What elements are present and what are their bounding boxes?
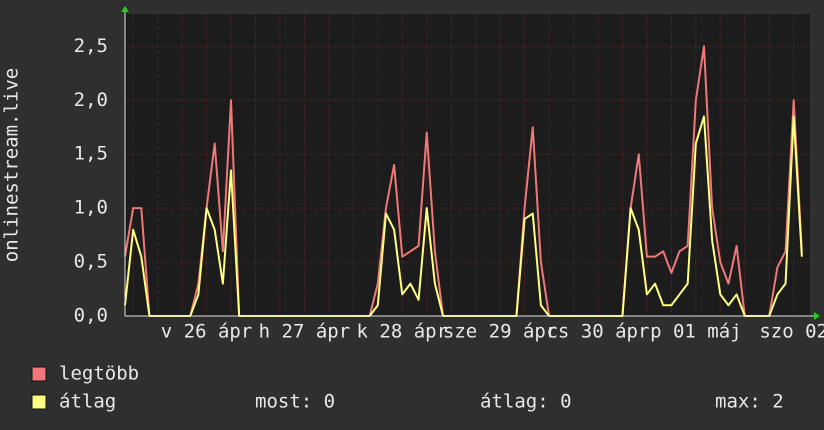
legend-label: átlag [59,391,116,413]
stat: átlag: 0 [480,391,572,413]
y-tick-label: 0,5 [74,251,108,273]
y-axis-label: onlinestream.live [1,68,23,262]
legend-label: legtöbb [59,363,139,385]
x-tick-label: h 27 ápr [259,321,351,343]
x-tick-label: v 26 ápr [161,321,253,343]
axis-arrow [814,312,820,320]
legend-swatch [31,394,47,410]
x-tick-label: szo 02 [759,321,824,343]
axis-arrow [121,6,129,12]
stat: most: 0 [255,391,335,413]
stat: max: 2 [715,391,784,413]
y-tick-label: 2,0 [74,89,108,111]
y-tick-label: 0,0 [74,305,108,327]
x-tick-label: k 28 ápr [357,321,449,343]
y-tick-label: 1,5 [74,143,108,165]
x-tick-label: cs 30 ápr [546,321,649,343]
x-tick-label: p 01 máj [650,321,742,343]
legend-swatch [31,366,47,382]
y-tick-label: 2,5 [74,35,108,57]
x-tick-label: sze 29 ápr [443,321,557,343]
y-tick-label: 1,0 [74,197,108,219]
